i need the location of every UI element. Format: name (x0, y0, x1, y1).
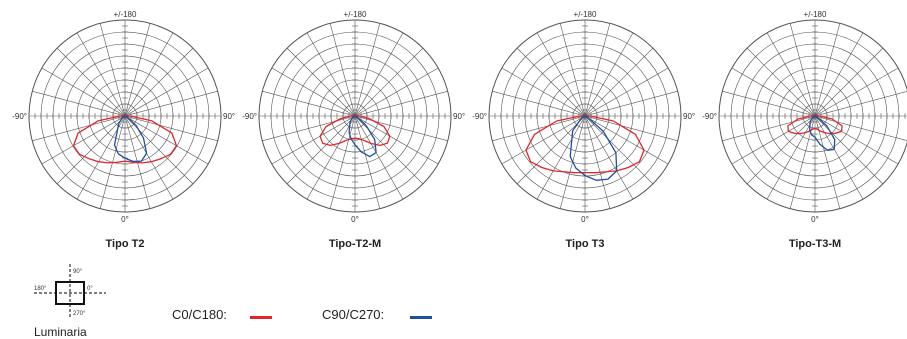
angle-label-top: +/-180 (804, 10, 827, 19)
angle-label-bottom: 0° (811, 215, 819, 223)
series-curve-c90 (809, 115, 836, 151)
polar-plot-svg: +/-180 -90° 90° 0° (242, 10, 465, 223)
series-curve-c0 (72, 115, 178, 164)
angle-label-left: -90° (702, 112, 717, 121)
series-curve-c90 (113, 115, 148, 163)
icon-label-left: 180° (34, 286, 47, 292)
polar-plot-svg: +/-180-90°90°0° (702, 10, 907, 223)
chart-title-1: Tipo T2 (105, 238, 145, 250)
series-curve-c90 (569, 115, 618, 181)
luminaria-orientation-icon: 90° 180° 0° 270° (34, 264, 106, 318)
polar-chart-3: +/-180 -90° 90° 0° (470, 8, 700, 223)
series-curve-c0 (787, 115, 843, 135)
series-curve-c0 (525, 115, 645, 174)
icon-label-top: 90° (73, 269, 83, 275)
angle-label-top: +/-180 (344, 10, 367, 19)
polar-chart-1: +/-180 -90° 90° 0° (10, 8, 240, 223)
polar-plot-svg: +/-180 -90° 90° 0° (12, 10, 235, 223)
angle-label-right: 90° (453, 112, 465, 121)
icon-label-right: 0° (87, 286, 93, 292)
luminaria-label: Luminaria (34, 325, 87, 339)
polar-plot-svg: +/-180 -90° 90° 0° (472, 10, 695, 223)
icon-luminaire-rect (55, 281, 85, 305)
polar-chart-2: +/-180 -90° 90° 0° (240, 8, 470, 223)
angle-label-bottom: 0° (581, 215, 589, 223)
polar-chart-4: +/-180-90°90°0° (700, 8, 907, 223)
angle-label-top: +/-180 (574, 10, 597, 19)
series-curve-c0 (319, 115, 391, 147)
angle-label-left: -90° (12, 112, 27, 121)
legend-label-c90: C90/C270: (322, 307, 385, 322)
angle-label-top: +/-180 (114, 10, 137, 19)
angle-label-right: 90° (223, 112, 235, 121)
chart-title-4: Tipo-T3-M (788, 238, 842, 250)
angle-label-left: -90° (242, 112, 257, 121)
angle-label-left: -90° (472, 112, 487, 121)
legend-swatch-c0 (250, 316, 272, 319)
angle-label-bottom: 0° (351, 215, 359, 223)
chart-title-2: Tipo-T2-M (328, 238, 382, 250)
angle-label-bottom: 0° (121, 215, 129, 223)
series-curve-c90 (348, 115, 377, 158)
legend-swatch-c90 (410, 316, 432, 319)
icon-label-bottom: 270° (73, 311, 86, 317)
legend-label-c0: C0/C180: (172, 307, 227, 322)
chart-title-3: Tipo T3 (565, 238, 605, 250)
angle-label-right: 90° (683, 112, 695, 121)
